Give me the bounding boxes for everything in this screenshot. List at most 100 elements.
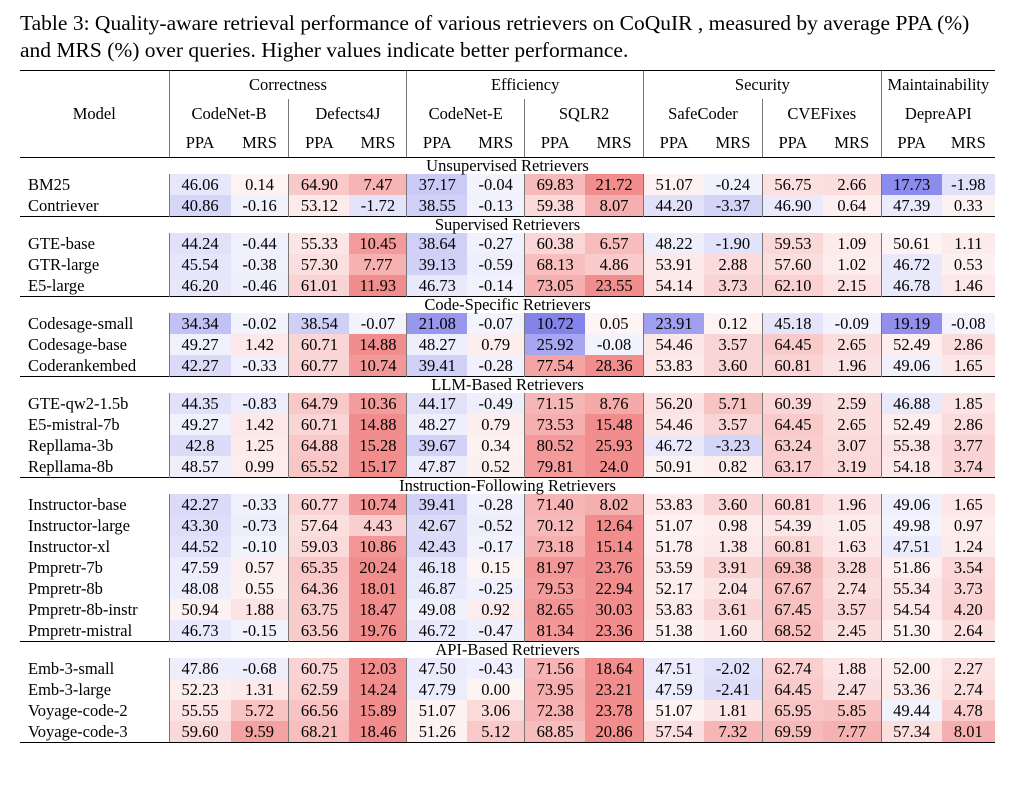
dataset-header-cvefixes: CVEFixes	[761, 99, 882, 129]
table-caption: Table 3: Quality-aware retrieval perform…	[20, 11, 970, 62]
mrs-value-cell: -1.98	[941, 174, 995, 195]
section-header: Code-Specific Retrievers	[20, 296, 995, 313]
ppa-value-cell: 50.91	[643, 456, 705, 478]
mrs-value-cell: -0.28	[467, 355, 525, 377]
ppa-value-cell: 68.52	[761, 620, 823, 642]
mrs-value-cell: 0.82	[704, 456, 763, 478]
ppa-value-cell: 46.06	[168, 174, 231, 195]
section-header: Instruction-Following Retrievers	[20, 477, 995, 494]
ppa-value-cell: 49.06	[880, 355, 942, 377]
ppa-value-cell: 39.41	[406, 355, 468, 377]
ppa-value-cell: 39.67	[406, 435, 468, 456]
ppa-value-cell: 48.22	[643, 233, 705, 254]
ppa-value-cell: 38.64	[406, 233, 468, 254]
ppa-value-cell: 47.59	[168, 557, 231, 578]
model-name-cell: GTE-base	[28, 234, 95, 253]
table-row: Instructor-large 43.30 -0.73 57.64 4.43 42.67…	[20, 515, 995, 536]
mrs-value-cell: 8.01	[941, 721, 995, 743]
ppa-value-cell: 56.75	[761, 174, 823, 195]
ppa-metric-header: PPA	[524, 129, 586, 158]
mrs-value-cell: 22.94	[585, 578, 644, 599]
mrs-value-cell: 4.78	[941, 700, 995, 721]
ppa-value-cell: 65.35	[288, 557, 350, 578]
mrs-value-cell: 19.76	[349, 620, 407, 642]
ppa-value-cell: 40.86	[168, 195, 231, 217]
mrs-value-cell: -0.10	[230, 536, 289, 557]
mrs-value-cell: -0.25	[467, 578, 525, 599]
model-name-cell: Instructor-xl	[28, 537, 111, 556]
mrs-value-cell: 10.36	[349, 393, 407, 414]
mrs-value-cell: 1.42	[230, 334, 289, 355]
mrs-value-cell: 8.07	[585, 195, 644, 217]
ppa-value-cell: 42.27	[168, 355, 231, 377]
mrs-value-cell: 1.38	[704, 536, 763, 557]
ppa-value-cell: 47.86	[168, 658, 231, 679]
ppa-value-cell: 69.59	[761, 721, 823, 743]
ppa-value-cell: 60.81	[761, 494, 823, 515]
mrs-value-cell: 5.85	[822, 700, 882, 721]
mrs-value-cell: -0.68	[230, 658, 289, 679]
ppa-value-cell: 55.34	[880, 578, 942, 599]
mrs-value-cell: 12.64	[585, 515, 644, 536]
ppa-value-cell: 51.78	[643, 536, 705, 557]
ppa-value-cell: 63.56	[288, 620, 350, 642]
mrs-value-cell: 2.74	[941, 679, 995, 700]
mrs-value-cell: 3.73	[704, 275, 763, 297]
ppa-value-cell: 52.00	[880, 658, 942, 679]
mrs-value-cell: 18.64	[585, 658, 644, 679]
mrs-value-cell: 3.60	[704, 355, 763, 377]
mrs-value-cell: 18.47	[349, 599, 407, 620]
model-name-cell: GTR-large	[28, 255, 100, 274]
ppa-value-cell: 53.83	[643, 494, 705, 515]
ppa-value-cell: 72.38	[524, 700, 586, 721]
mrs-value-cell: 23.76	[585, 557, 644, 578]
ppa-value-cell: 51.26	[406, 721, 468, 743]
mrs-value-cell: 23.78	[585, 700, 644, 721]
ppa-value-cell: 53.36	[880, 679, 942, 700]
dataset-header-depreapi: DepreAPI	[880, 99, 995, 129]
ppa-value-cell: 60.71	[288, 334, 350, 355]
mrs-value-cell: 15.14	[585, 536, 644, 557]
ppa-value-cell: 63.24	[761, 435, 823, 456]
model-name-cell: Pmpretr-mistral	[28, 621, 133, 640]
ppa-value-cell: 44.24	[168, 233, 231, 254]
section-header: Unsupervised Retrievers	[20, 157, 995, 174]
ppa-value-cell: 50.94	[168, 599, 231, 620]
mrs-value-cell: 1.05	[822, 515, 882, 536]
ppa-value-cell: 68.13	[524, 254, 586, 275]
mrs-metric-header: MRS	[941, 129, 995, 158]
ppa-value-cell: 54.39	[761, 515, 823, 536]
ppa-value-cell: 69.38	[761, 557, 823, 578]
mrs-value-cell: 0.92	[467, 599, 525, 620]
ppa-value-cell: 68.85	[524, 721, 586, 743]
mrs-value-cell: -0.44	[230, 233, 289, 254]
mrs-value-cell: 2.27	[941, 658, 995, 679]
ppa-value-cell: 34.34	[168, 313, 231, 334]
mrs-value-cell: -1.72	[349, 195, 407, 217]
mrs-value-cell: 28.36	[585, 355, 644, 377]
mrs-value-cell: 10.74	[349, 494, 407, 515]
mrs-value-cell: -3.23	[704, 435, 763, 456]
ppa-value-cell: 67.45	[761, 599, 823, 620]
ppa-value-cell: 47.79	[406, 679, 468, 700]
ppa-value-cell: 42.8	[168, 435, 231, 456]
mrs-value-cell: 25.93	[585, 435, 644, 456]
table-row: Instructor-base 42.27 -0.33 60.77 10.74 39.41…	[20, 494, 995, 515]
mrs-value-cell: 3.60	[704, 494, 763, 515]
mrs-value-cell: 11.93	[349, 275, 407, 297]
mrs-value-cell: 1.42	[230, 414, 289, 435]
ppa-value-cell: 47.87	[406, 456, 468, 478]
ppa-value-cell: 46.88	[880, 393, 942, 414]
group-header-security: Security	[734, 75, 790, 94]
table-header: Correctness Efficiency Security Maintain…	[20, 70, 995, 158]
ppa-value-cell: 47.51	[643, 658, 705, 679]
ppa-value-cell: 57.64	[288, 515, 350, 536]
mrs-value-cell: 2.88	[704, 254, 763, 275]
ppa-value-cell: 62.10	[761, 275, 823, 297]
ppa-value-cell: 62.59	[288, 679, 350, 700]
mrs-value-cell: -1.90	[704, 233, 763, 254]
ppa-value-cell: 19.19	[880, 313, 942, 334]
ppa-value-cell: 79.53	[524, 578, 586, 599]
ppa-value-cell: 64.45	[761, 679, 823, 700]
mrs-value-cell: -2.41	[704, 679, 763, 700]
